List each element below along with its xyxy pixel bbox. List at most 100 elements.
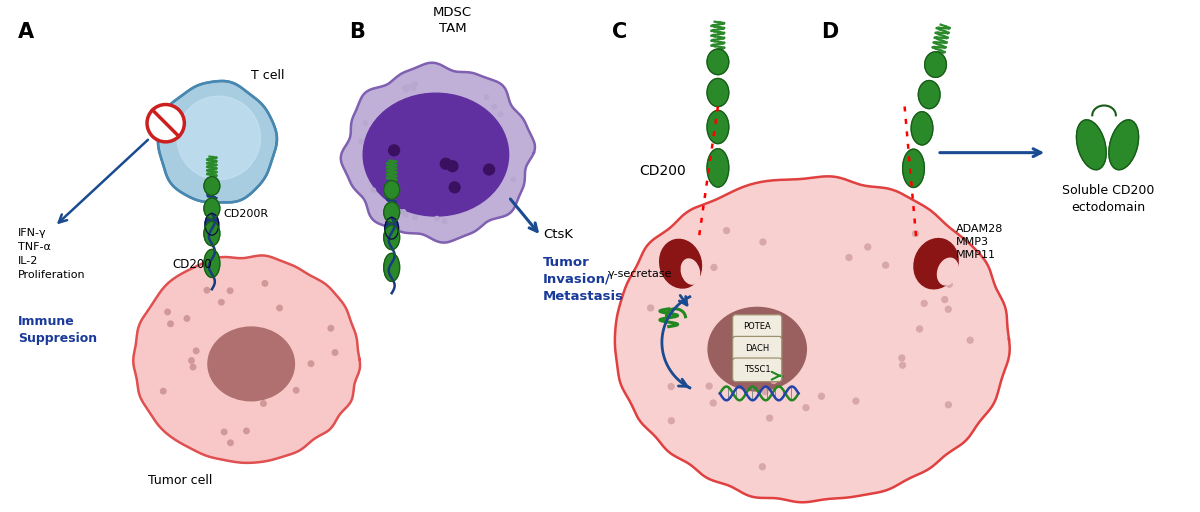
Text: A: A xyxy=(18,22,35,42)
Ellipse shape xyxy=(902,149,924,187)
Circle shape xyxy=(712,265,716,270)
Circle shape xyxy=(511,177,516,182)
Text: MDSC
TAM: MDSC TAM xyxy=(433,6,472,35)
Ellipse shape xyxy=(925,52,947,77)
Text: Soluble CD200
ectodomain: Soluble CD200 ectodomain xyxy=(1062,184,1154,214)
Circle shape xyxy=(448,161,458,172)
Circle shape xyxy=(413,82,418,86)
Circle shape xyxy=(359,139,364,143)
Circle shape xyxy=(818,393,824,399)
Ellipse shape xyxy=(384,202,400,223)
Ellipse shape xyxy=(176,96,260,180)
Circle shape xyxy=(371,188,376,193)
Ellipse shape xyxy=(708,307,806,391)
Circle shape xyxy=(706,383,712,389)
Circle shape xyxy=(168,321,173,327)
Ellipse shape xyxy=(1076,120,1106,170)
Circle shape xyxy=(260,401,266,406)
Circle shape xyxy=(947,281,953,287)
Text: C: C xyxy=(612,22,628,42)
Text: DACH: DACH xyxy=(745,344,769,353)
Text: CD200R: CD200R xyxy=(223,208,269,219)
Circle shape xyxy=(883,262,888,268)
Circle shape xyxy=(412,86,416,91)
Circle shape xyxy=(328,326,334,331)
Ellipse shape xyxy=(911,112,932,145)
Ellipse shape xyxy=(204,221,220,246)
Circle shape xyxy=(244,428,250,434)
Circle shape xyxy=(668,418,674,424)
Circle shape xyxy=(946,402,952,408)
Circle shape xyxy=(434,217,439,221)
Circle shape xyxy=(184,316,190,321)
Circle shape xyxy=(404,88,408,92)
Circle shape xyxy=(946,306,952,312)
Text: CD200: CD200 xyxy=(173,258,212,271)
Circle shape xyxy=(193,348,199,354)
Circle shape xyxy=(967,337,973,343)
Circle shape xyxy=(164,309,170,315)
Circle shape xyxy=(294,388,299,393)
Circle shape xyxy=(161,389,166,394)
Circle shape xyxy=(922,301,928,306)
Circle shape xyxy=(449,182,460,193)
Text: CtsK: CtsK xyxy=(544,228,574,241)
Circle shape xyxy=(865,244,871,250)
Circle shape xyxy=(760,239,766,245)
Ellipse shape xyxy=(707,49,728,75)
Circle shape xyxy=(413,215,418,220)
Circle shape xyxy=(277,305,282,311)
Circle shape xyxy=(710,400,716,406)
Circle shape xyxy=(364,121,367,125)
Circle shape xyxy=(680,266,686,271)
Text: Immune
Suppresion: Immune Suppresion xyxy=(18,315,97,345)
Circle shape xyxy=(668,383,674,390)
Circle shape xyxy=(222,429,227,435)
Circle shape xyxy=(803,404,809,411)
Circle shape xyxy=(410,83,415,88)
Text: Tumor
Invasion/
Metastasis: Tumor Invasion/ Metastasis xyxy=(544,256,624,303)
Circle shape xyxy=(760,464,766,470)
Ellipse shape xyxy=(384,225,400,250)
Ellipse shape xyxy=(914,239,958,289)
Text: B: B xyxy=(349,22,365,42)
Circle shape xyxy=(443,219,446,223)
Circle shape xyxy=(661,263,667,269)
Ellipse shape xyxy=(204,249,220,278)
Ellipse shape xyxy=(205,214,218,235)
Ellipse shape xyxy=(204,198,220,219)
Ellipse shape xyxy=(707,111,728,144)
Circle shape xyxy=(407,84,410,89)
Text: Tumor cell: Tumor cell xyxy=(148,474,212,487)
Ellipse shape xyxy=(385,218,398,239)
Ellipse shape xyxy=(204,177,220,195)
Circle shape xyxy=(762,389,768,395)
Ellipse shape xyxy=(937,258,959,285)
Circle shape xyxy=(770,377,776,383)
Circle shape xyxy=(900,362,906,368)
Text: ADAM28
MMP3
MMP11: ADAM28 MMP3 MMP11 xyxy=(955,224,1003,260)
Ellipse shape xyxy=(682,259,700,284)
Circle shape xyxy=(440,158,451,169)
FancyBboxPatch shape xyxy=(733,358,781,381)
Ellipse shape xyxy=(1109,120,1139,170)
Ellipse shape xyxy=(707,78,728,106)
Circle shape xyxy=(899,355,905,361)
Circle shape xyxy=(648,305,654,311)
Circle shape xyxy=(767,415,773,421)
Circle shape xyxy=(401,210,406,214)
Ellipse shape xyxy=(707,148,728,187)
Circle shape xyxy=(724,228,730,233)
Circle shape xyxy=(262,281,268,286)
Circle shape xyxy=(485,95,488,99)
Circle shape xyxy=(846,254,852,261)
Ellipse shape xyxy=(918,80,940,109)
Polygon shape xyxy=(341,63,535,243)
Text: TSSC1: TSSC1 xyxy=(744,365,770,374)
Circle shape xyxy=(332,350,337,355)
Polygon shape xyxy=(133,255,360,463)
Circle shape xyxy=(188,358,194,364)
Ellipse shape xyxy=(384,253,400,282)
Text: IFN-γ
TNF-α
IL-2
Proliferation: IFN-γ TNF-α IL-2 Proliferation xyxy=(18,228,86,280)
Text: D: D xyxy=(821,22,839,42)
